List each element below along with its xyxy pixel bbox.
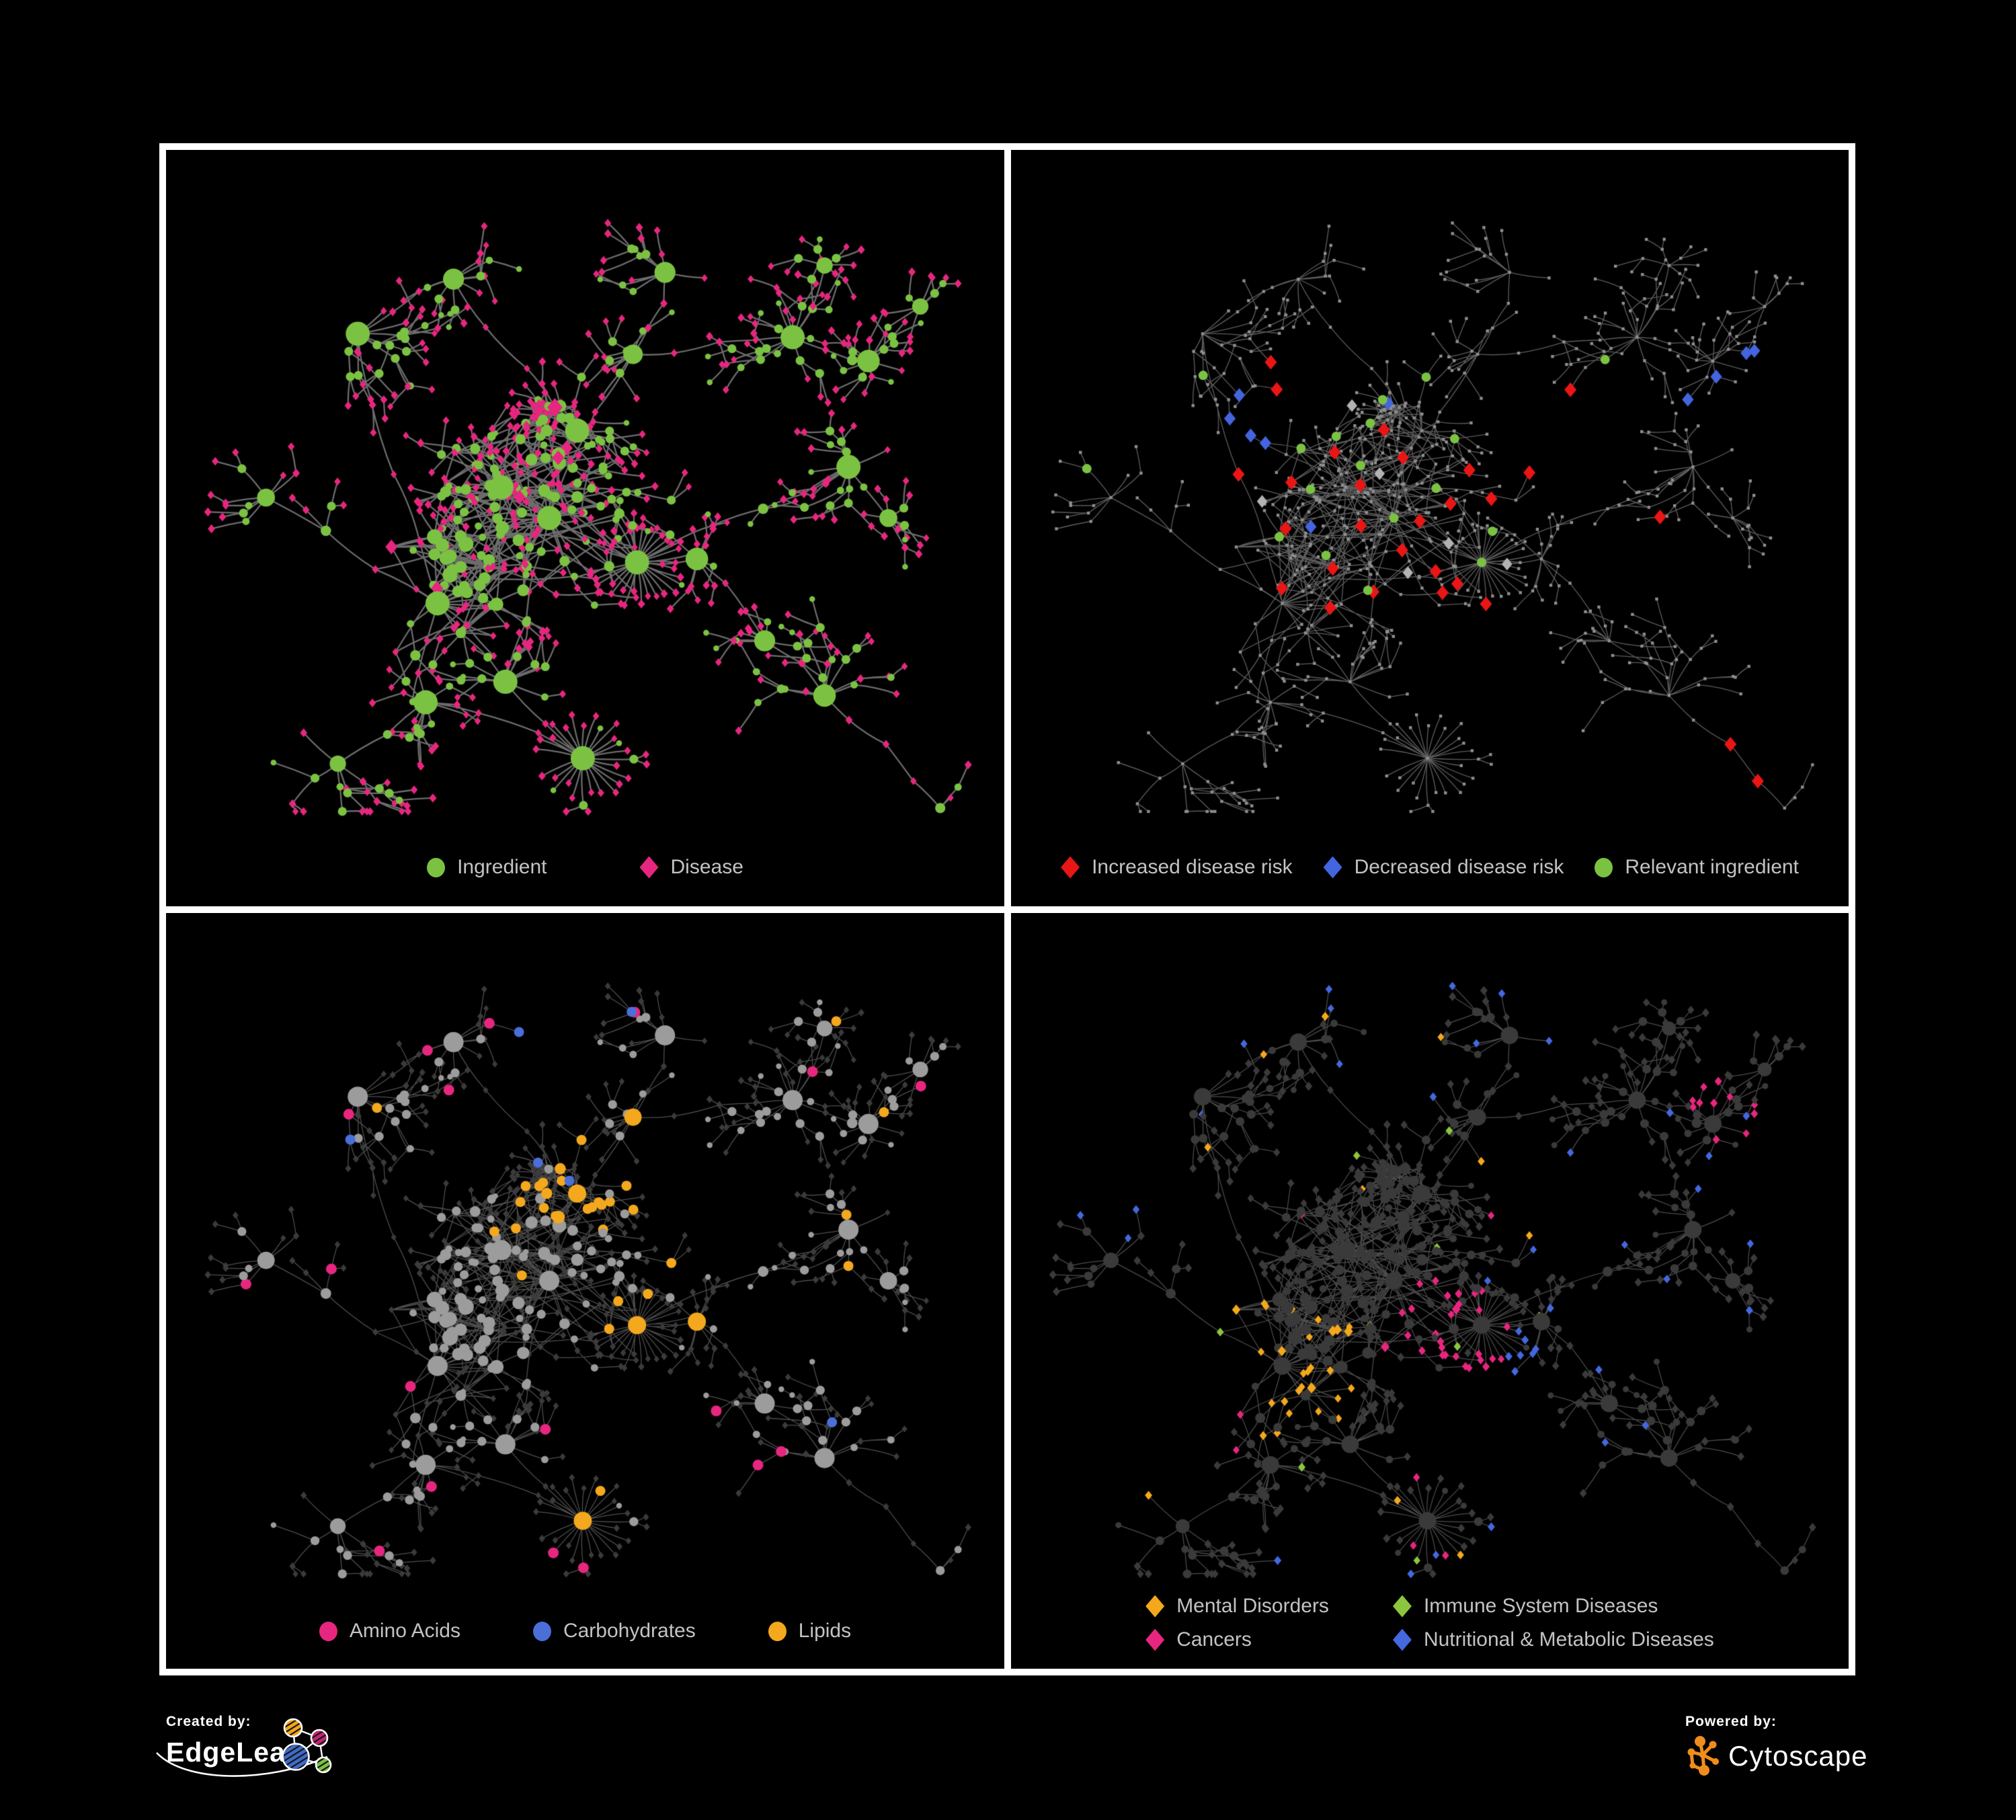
legend-diamond-swatch <box>1145 1595 1165 1618</box>
legend-item-nutritional-metabolic-diseases: Nutritional & Metabolic Diseases <box>1392 1628 1714 1651</box>
legend-label: Mental Disorders <box>1176 1595 1329 1617</box>
legend-circle-swatch <box>768 1621 787 1641</box>
cytoscape-brand-name: Cytoscape <box>1728 1740 1868 1772</box>
panel-ingredient-disease: Ingredient Disease <box>166 150 1004 906</box>
legend-label: Immune System Diseases <box>1423 1595 1658 1617</box>
legend-item-carbohydrates: Carbohydrates <box>532 1620 696 1643</box>
nutrient-class-legend: Amino Acids Carbohydrates Lipids <box>166 1620 1004 1643</box>
legend-diamond-swatch <box>1392 1595 1412 1618</box>
legend-circle-swatch <box>1595 857 1613 877</box>
legend-label: Cancers <box>1176 1628 1252 1651</box>
disease-category-network-canvas <box>1011 913 1849 1669</box>
disease-risk-network-canvas <box>1011 150 1849 906</box>
disease-category-legend: Mental Disorders Cancers Immune System Dis… <box>1011 1595 1849 1651</box>
legend-circle-swatch <box>427 857 446 877</box>
legend-label: Relevant ingredient <box>1625 856 1799 878</box>
legend-item-relevant-ingredient: Relevant ingredient <box>1595 856 1799 879</box>
legend-item-decreased-disease-risk: Decreased disease risk <box>1323 856 1564 879</box>
legend-diamond-swatch <box>1323 856 1342 879</box>
four-panel-network-figure: Ingredient Disease Increased disease risk… <box>159 143 1855 1675</box>
legend-label: Ingredient <box>457 856 547 878</box>
legend-item-disease: Disease <box>639 856 743 879</box>
powered-by-block: Powered by: Cytoscape <box>1685 1714 1867 1777</box>
legend-label: Nutritional & Metabolic Diseases <box>1423 1628 1714 1651</box>
legend-item-mental-disorders: Mental Disorders <box>1145 1595 1329 1618</box>
created-by-block: Created by: EdgeLeap <box>156 1714 332 1777</box>
legend-label: Amino Acids <box>349 1620 460 1642</box>
legend-item-lipids: Lipids <box>768 1620 851 1643</box>
legend-label: Carbohydrates <box>563 1620 696 1642</box>
legend-item-ingredient: Ingredient <box>427 856 547 879</box>
legend-label: Disease <box>670 856 743 878</box>
ingredient-disease-network-canvas <box>166 150 1004 906</box>
legend-label: Decreased disease risk <box>1354 856 1564 878</box>
legend-item-increased-disease-risk: Increased disease risk <box>1061 856 1293 879</box>
legend-circle-swatch <box>319 1621 337 1641</box>
legend-label: Lipids <box>798 1620 852 1642</box>
legend-circle-swatch <box>532 1621 551 1641</box>
disease-risk-legend: Increased disease risk Decreased disease … <box>1011 856 1849 879</box>
edgeleap-brand-name: EdgeLeap <box>166 1737 303 1768</box>
legend-diamond-swatch <box>1145 1628 1165 1651</box>
legend-item-immune-system-diseases: Immune System Diseases <box>1392 1595 1714 1618</box>
panel-disease-category: Mental Disorders Cancers Immune System Dis… <box>1011 913 1849 1669</box>
nutrient-class-network-canvas <box>166 913 1004 1669</box>
legend-label: Increased disease risk <box>1092 856 1293 878</box>
legend-diamond-swatch <box>1061 856 1080 879</box>
legend-diamond-swatch <box>1392 1628 1412 1651</box>
cytoscape-logo-icon <box>1687 1736 1719 1776</box>
panel-disease-risk: Increased disease risk Decreased disease … <box>1011 150 1849 906</box>
panel-nutrient-class: Amino Acids Carbohydrates Lipids <box>166 913 1004 1669</box>
legend-item-amino-acids: Amino Acids <box>319 1620 460 1643</box>
ingredient-disease-legend: Ingredient Disease <box>166 856 1004 879</box>
legend-item-cancers: Cancers <box>1145 1628 1329 1651</box>
legend-diamond-swatch <box>639 856 659 879</box>
created-by-label: Created by: <box>166 1714 251 1729</box>
powered-by-label: Powered by: <box>1685 1714 1777 1729</box>
